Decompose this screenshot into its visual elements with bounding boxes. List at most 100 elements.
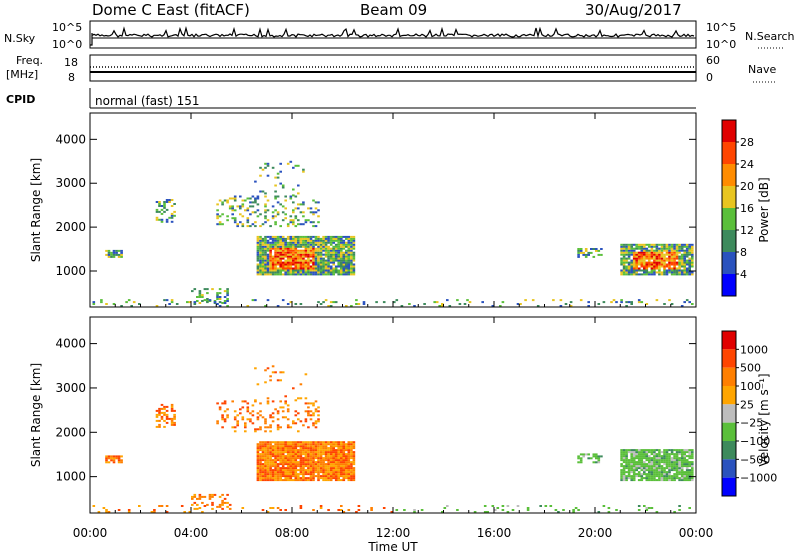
range-gate-cell bbox=[163, 206, 166, 209]
range-gate-cell bbox=[193, 301, 197, 304]
range-gate-cell bbox=[284, 267, 287, 270]
range-gate-cell bbox=[284, 195, 287, 198]
range-gate-cell bbox=[350, 261, 353, 264]
range-gate-cell bbox=[324, 441, 328, 444]
range-gate-cell bbox=[670, 251, 674, 254]
range-gate-cell bbox=[622, 269, 626, 272]
range-gate-cell bbox=[327, 449, 330, 452]
range-gate-cell bbox=[249, 412, 252, 415]
range-gate-cell bbox=[309, 255, 313, 258]
range-gate-cell bbox=[322, 239, 325, 242]
range-gate-cell bbox=[650, 265, 654, 268]
range-gate-cell bbox=[620, 473, 623, 476]
range-gate-cell bbox=[663, 473, 666, 476]
range-gate-cell bbox=[289, 301, 293, 304]
range-gate-cell bbox=[334, 445, 338, 448]
range-gate-cell bbox=[274, 455, 277, 458]
range-gate-cell bbox=[259, 257, 262, 260]
range-gate-cell bbox=[625, 461, 628, 464]
range-gate-cell bbox=[297, 455, 300, 458]
range-gate-cell bbox=[630, 259, 633, 262]
range-gate-cell bbox=[683, 269, 686, 272]
range-gate-cell bbox=[271, 243, 275, 246]
range-gate-cell bbox=[259, 471, 262, 474]
range-gate-cell bbox=[340, 255, 343, 258]
range-gate-cell bbox=[332, 465, 335, 468]
range-gate-cell bbox=[312, 251, 315, 254]
range-gate-cell bbox=[163, 201, 166, 203]
range-gate-cell bbox=[175, 303, 179, 305]
power-ylabel: Slant Range [km] bbox=[29, 158, 43, 262]
range-gate-cell bbox=[463, 303, 467, 305]
range-gate-cell bbox=[289, 251, 293, 254]
range-gate-cell bbox=[420, 509, 424, 511]
range-gate-cell bbox=[198, 292, 202, 295]
range-gate-cell bbox=[640, 301, 644, 304]
range-gate-cell bbox=[266, 426, 270, 429]
range-gate-cell bbox=[340, 475, 343, 478]
range-gate-cell bbox=[256, 469, 260, 472]
range-gate-cell bbox=[314, 463, 318, 466]
range-gate-cell bbox=[337, 241, 340, 244]
range-gate-cell bbox=[256, 473, 260, 476]
range-gate-cell bbox=[645, 463, 649, 466]
range-gate-cell bbox=[256, 479, 260, 482]
range-gate-cell bbox=[350, 467, 353, 470]
range-gate-cell bbox=[319, 507, 323, 509]
range-gate-cell bbox=[622, 475, 626, 478]
range-gate-cell bbox=[620, 271, 623, 274]
range-gate-cell bbox=[261, 269, 265, 272]
range-gate-cell bbox=[632, 249, 636, 252]
range-gate-cell bbox=[640, 243, 644, 246]
range-gate-cell bbox=[340, 261, 343, 264]
range-gate-cell bbox=[289, 237, 293, 240]
range-gate-cell bbox=[259, 190, 262, 193]
range-gate-cell bbox=[302, 211, 305, 214]
range-gate-cell bbox=[350, 259, 353, 262]
range-gate-cell bbox=[269, 267, 272, 270]
range-gate-cell bbox=[266, 469, 270, 472]
range-gate-cell bbox=[622, 461, 626, 464]
range-gate-cell bbox=[274, 263, 277, 266]
range-gate-cell bbox=[249, 213, 252, 216]
range-gate-cell bbox=[256, 253, 260, 256]
range-gate-cell bbox=[317, 469, 320, 472]
range-gate-cell bbox=[196, 507, 199, 510]
range-gate-cell bbox=[286, 465, 290, 468]
range-gate-cell bbox=[163, 419, 166, 422]
range-gate-cell bbox=[648, 451, 651, 454]
range-gate-cell bbox=[299, 273, 303, 276]
range-gate-cell bbox=[292, 261, 295, 264]
range-gate-cell bbox=[271, 263, 275, 266]
range-gate-cell bbox=[284, 455, 287, 458]
range-gate-cell bbox=[269, 257, 272, 260]
range-gate-cell bbox=[261, 247, 265, 250]
range-gate-cell bbox=[691, 479, 694, 482]
range-gate-cell bbox=[342, 471, 346, 474]
range-gate-cell bbox=[304, 219, 308, 222]
range-gate-cell bbox=[304, 247, 308, 250]
range-gate-cell bbox=[350, 239, 353, 242]
range-gate-cell bbox=[329, 449, 333, 452]
range-gate-cell bbox=[269, 449, 272, 452]
range-gate-cell bbox=[259, 253, 262, 256]
range-gate-cell bbox=[314, 400, 318, 403]
range-gate-cell bbox=[160, 212, 164, 215]
range-gate-cell bbox=[297, 469, 300, 472]
range-gate-cell bbox=[678, 245, 681, 248]
range-gate-cell bbox=[327, 475, 330, 478]
range-gate-cell bbox=[655, 465, 659, 468]
range-gate-cell bbox=[350, 445, 353, 448]
range-gate-cell bbox=[312, 221, 315, 224]
range-gate-cell bbox=[289, 247, 293, 250]
range-gate-cell bbox=[286, 408, 290, 411]
range-gate-cell bbox=[115, 249, 118, 252]
range-gate-cell bbox=[625, 247, 628, 250]
range-gate-cell bbox=[678, 259, 681, 262]
range-gate-cell bbox=[650, 449, 654, 452]
range-gate-cell bbox=[345, 477, 348, 480]
range-gate-cell bbox=[309, 471, 313, 474]
range-gate-cell bbox=[350, 271, 353, 274]
range-gate-cell bbox=[228, 503, 232, 506]
range-gate-cell bbox=[620, 253, 623, 256]
